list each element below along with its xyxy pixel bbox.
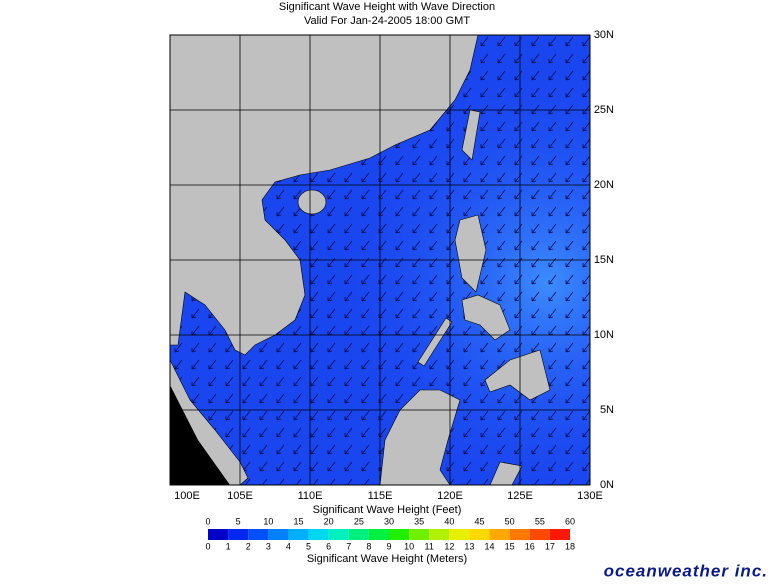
lat-label: 20N bbox=[594, 179, 614, 191]
feet-tick: 35 bbox=[414, 516, 424, 526]
colorbar-cell bbox=[549, 529, 570, 540]
meter-tick: 1 bbox=[226, 541, 231, 551]
meter-tick: 9 bbox=[386, 541, 391, 551]
map-frame bbox=[169, 34, 591, 486]
feet-tick: 10 bbox=[263, 516, 273, 526]
meter-tick: 15 bbox=[505, 541, 515, 551]
feet-tick: 15 bbox=[293, 516, 303, 526]
lat-label: 0N bbox=[600, 479, 614, 491]
meter-tick: 7 bbox=[346, 541, 351, 551]
feet-tick: 40 bbox=[444, 516, 454, 526]
meter-tick: 2 bbox=[246, 541, 251, 551]
colorbar-cell bbox=[529, 529, 550, 540]
meter-tick: 3 bbox=[266, 541, 271, 551]
feet-tick: 20 bbox=[324, 516, 334, 526]
meter-tick: 11 bbox=[425, 541, 434, 551]
lon-label: 125E bbox=[507, 490, 533, 502]
colorbar-cell bbox=[429, 529, 450, 540]
feet-label: Significant Wave Height (Feet) bbox=[313, 504, 462, 516]
meter-tick: 18 bbox=[565, 541, 575, 551]
feet-tick: 0 bbox=[205, 516, 210, 526]
colorbar-cell bbox=[389, 529, 410, 540]
logo: oceanweather inc. bbox=[604, 561, 768, 580]
meter-tick: 6 bbox=[326, 541, 331, 551]
feet-tick: 25 bbox=[354, 516, 364, 526]
meter-tick: 14 bbox=[485, 541, 495, 551]
colorbar-cell bbox=[308, 529, 329, 540]
meter-tick: 13 bbox=[464, 541, 474, 551]
colorbar-cell bbox=[489, 529, 510, 540]
meter-tick: 12 bbox=[444, 541, 454, 551]
land-dark bbox=[170, 385, 230, 485]
colorbar-cell bbox=[248, 529, 269, 540]
meter-tick: 10 bbox=[404, 541, 414, 551]
colorbar-cell bbox=[268, 529, 289, 540]
lon-label: 105E bbox=[227, 490, 253, 502]
lat-label: 25N bbox=[594, 104, 614, 116]
lon-label: 120E bbox=[437, 490, 463, 502]
feet-tick: 45 bbox=[474, 516, 484, 526]
colorbar-cell bbox=[348, 529, 369, 540]
colorbar-cell bbox=[509, 529, 530, 540]
lat-label: 30N bbox=[594, 29, 614, 41]
feet-tick: 5 bbox=[236, 516, 241, 526]
subtitle: Valid For Jan-24-2005 18:00 GMT bbox=[304, 15, 470, 27]
lat-label: 10N bbox=[594, 329, 614, 341]
colorbar-cell bbox=[208, 529, 229, 540]
colorbar-cell bbox=[328, 529, 349, 540]
meter-tick: 17 bbox=[545, 541, 555, 551]
meter-tick: 16 bbox=[525, 541, 535, 551]
lat-label: 15N bbox=[594, 254, 614, 266]
feet-tick: 50 bbox=[505, 516, 515, 526]
colorbar-cell bbox=[449, 529, 470, 540]
meter-tick: 8 bbox=[366, 541, 371, 551]
meter-tick: 4 bbox=[286, 541, 291, 551]
lon-label: 130E bbox=[577, 490, 603, 502]
feet-tick: 55 bbox=[535, 516, 545, 526]
lat-label: 5N bbox=[600, 404, 614, 416]
colorbar: 0 1 2 3 4 5 6 7 8 9 10 11 12 13 14 15 16 17 180 5 10 15 20 25 30… bbox=[205, 516, 575, 551]
colorbar-cell bbox=[288, 529, 309, 540]
meter-tick: 5 bbox=[306, 541, 311, 551]
feet-tick: 30 bbox=[384, 516, 394, 526]
lon-label: 100E bbox=[174, 490, 200, 502]
colorbar-cell bbox=[228, 529, 249, 540]
colorbar-cell bbox=[368, 529, 389, 540]
lon-label: 110E bbox=[298, 490, 323, 502]
colorbar-cell bbox=[469, 529, 490, 540]
meters-label: Significant Wave Height (Meters) bbox=[307, 553, 467, 565]
colorbar-cell bbox=[409, 529, 430, 540]
lon-label: 115E bbox=[368, 490, 393, 502]
title: Significant Wave Height with Wave Direct… bbox=[279, 1, 495, 13]
meter-tick: 0 bbox=[205, 541, 210, 551]
feet-tick: 60 bbox=[565, 516, 575, 526]
